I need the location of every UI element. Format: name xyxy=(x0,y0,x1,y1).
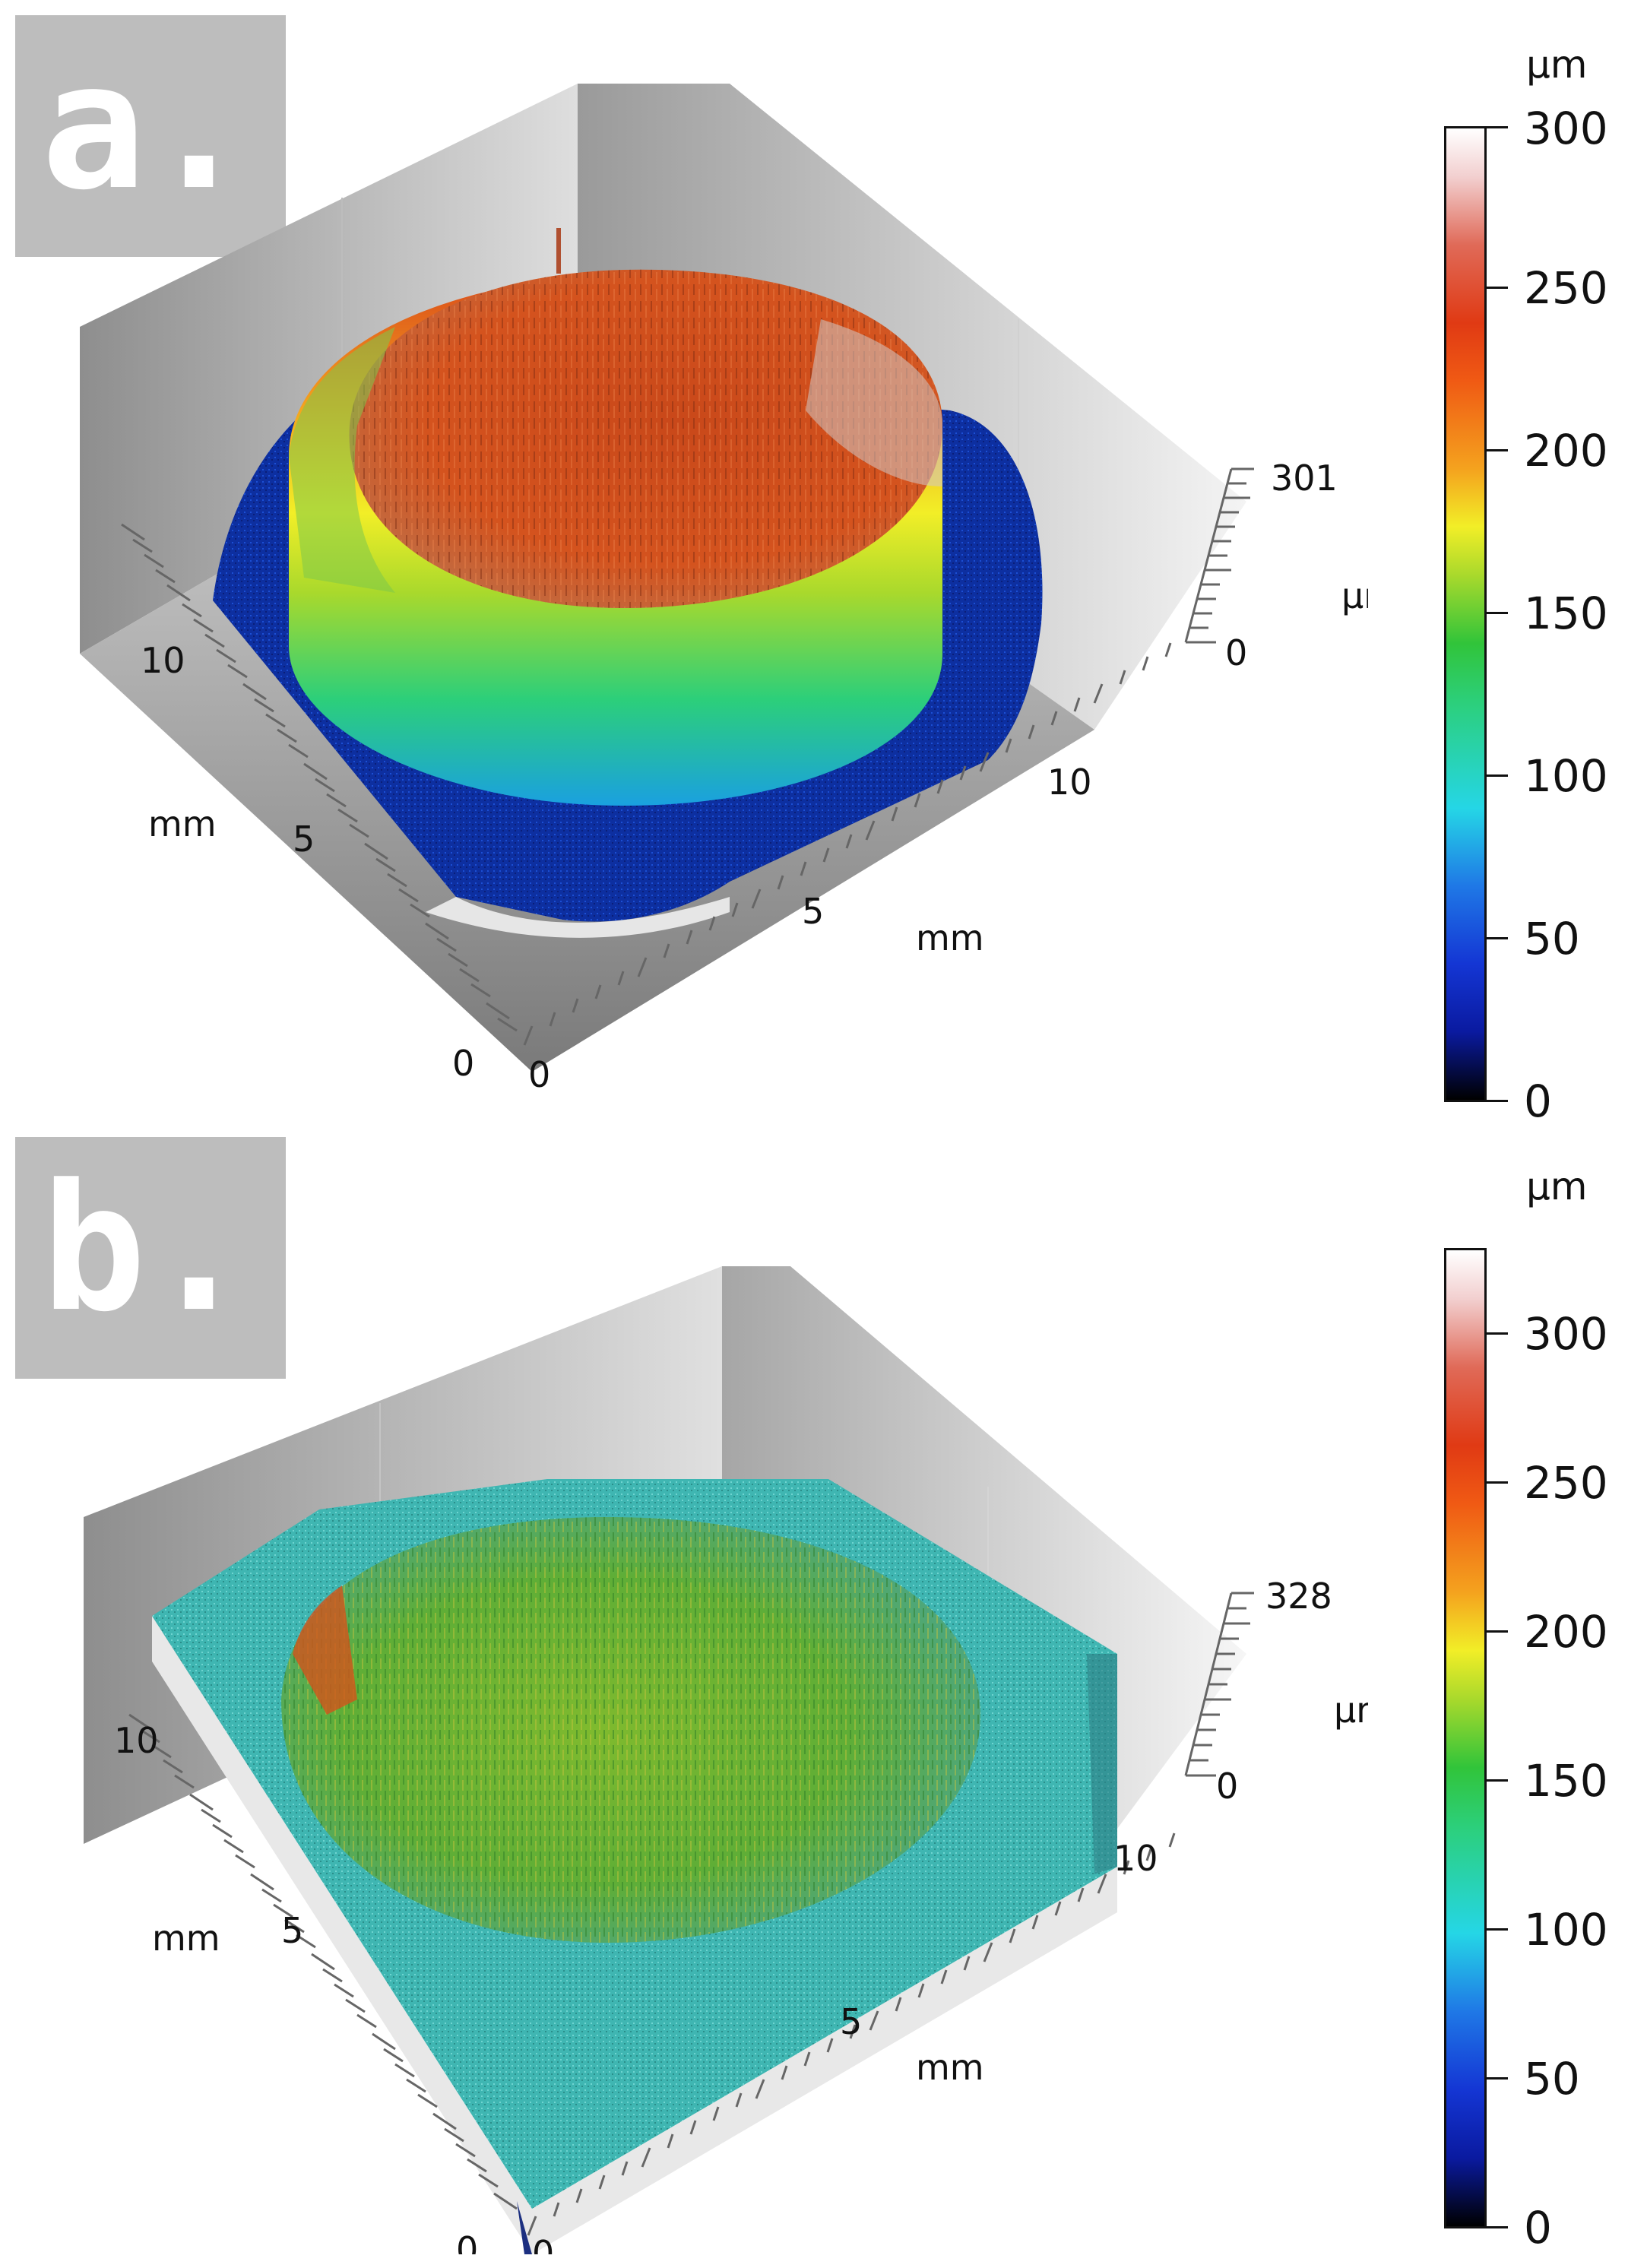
colorbar: µm 0 50 100 150 200 250 300 xyxy=(1444,46,1626,1125)
colorbar-tick-0: 0 xyxy=(1524,1075,1552,1127)
bottom-axis-tick-0: 0 xyxy=(528,1054,550,1095)
colorbar-tick-50: 50 xyxy=(1524,2053,1580,2105)
z-axis-tick-0: 0 xyxy=(1216,1766,1238,1807)
colorbar-tick-250: 250 xyxy=(1524,262,1608,314)
colorbar-tick-250: 250 xyxy=(1524,1457,1608,1509)
back-wall-left xyxy=(80,84,578,654)
colorbar-gradient xyxy=(1444,126,1487,1102)
colorbar-gradient xyxy=(1444,1248,1487,2228)
panel-label: b. xyxy=(41,1148,252,1351)
z-axis-tick-max: 328 xyxy=(1265,1576,1332,1617)
left-axis-ticks xyxy=(121,523,518,1032)
colorbar-tick-300: 300 xyxy=(1524,1308,1608,1360)
left-axis-tick-10: 10 xyxy=(141,640,185,681)
z-axis-tick-0: 0 xyxy=(1225,632,1247,673)
colorbar-tick-300: 300 xyxy=(1524,103,1608,154)
left-axis-tick-10: 10 xyxy=(114,1720,159,1761)
bottom-axis-unit: mm xyxy=(916,2047,984,2088)
bottom-axis-ticks xyxy=(523,642,1172,1046)
bottom-axis-unit: mm xyxy=(916,917,984,958)
bottom-axis-tick-10: 10 xyxy=(1113,1838,1158,1879)
z-axis-unit: µm xyxy=(1341,575,1368,616)
colorbar-tick-200: 200 xyxy=(1524,1606,1608,1658)
colorbar-tick-100: 100 xyxy=(1524,1904,1608,1956)
panel-a: a. xyxy=(0,0,1628,1132)
z-axis-unit: µm xyxy=(1334,1690,1368,1731)
surface-plot-3d: 10 5 0 mm 0 5 10 mm 0 301 µm xyxy=(80,84,1368,1095)
bottom-axis-ticks xyxy=(527,1832,1176,2236)
left-axis-unit: mm xyxy=(152,1918,220,1959)
bottom-axis-tick-10: 10 xyxy=(1047,762,1092,803)
colorbar-tick-150: 150 xyxy=(1524,588,1608,639)
left-axis-tick-0: 0 xyxy=(452,1043,474,1084)
colorbar-tick-0: 0 xyxy=(1524,2202,1552,2254)
left-axis-tick-0: 0 xyxy=(456,2229,478,2254)
sample-slab-side xyxy=(152,1616,1117,2254)
bottom-axis-tick-5: 5 xyxy=(840,2001,862,2042)
panel-label-box: b. xyxy=(15,1137,286,1379)
colorbar-tick-200: 200 xyxy=(1524,425,1608,477)
colorbar-unit: µm xyxy=(1526,1164,1588,1208)
panel-label: a. xyxy=(41,26,252,229)
z-axis-ticks xyxy=(1184,467,1254,644)
colorbar-tick-50: 50 xyxy=(1524,913,1580,965)
left-axis-tick-5: 5 xyxy=(281,1910,303,1951)
z-axis-ticks xyxy=(1184,1592,1254,1777)
colorbar-unit: µm xyxy=(1526,43,1588,87)
panel-label-box: a. xyxy=(15,15,286,257)
panel-b: b. xyxy=(0,1122,1628,2254)
colorbar: µm 0 50 100 150 200 250 300 xyxy=(1444,1167,1626,2262)
bottom-axis-tick-0: 0 xyxy=(532,2233,554,2254)
left-axis-ticks xyxy=(128,1713,518,2210)
z-axis-tick-max: 301 xyxy=(1271,458,1338,499)
colorbar-tick-150: 150 xyxy=(1524,1755,1608,1807)
surface-plot-3d: 10 5 0 mm 0 5 10 mm 0 328 µm xyxy=(84,1266,1368,2254)
left-axis-tick-5: 5 xyxy=(293,819,315,860)
left-axis-unit: mm xyxy=(148,803,217,844)
bottom-axis-tick-5: 5 xyxy=(802,891,824,932)
colorbar-tick-100: 100 xyxy=(1524,750,1608,802)
